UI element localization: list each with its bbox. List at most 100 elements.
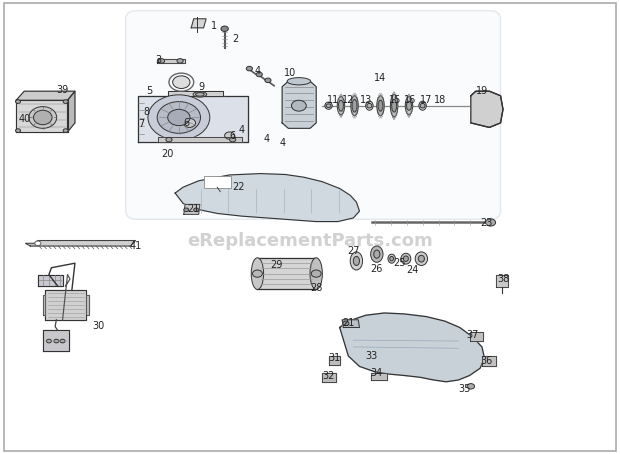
Polygon shape: [86, 295, 89, 315]
Ellipse shape: [374, 250, 380, 258]
Ellipse shape: [390, 257, 394, 261]
Text: 29: 29: [270, 261, 282, 271]
Ellipse shape: [287, 78, 311, 85]
Circle shape: [159, 59, 165, 63]
Ellipse shape: [351, 96, 358, 116]
Text: 39: 39: [56, 85, 69, 95]
Polygon shape: [45, 291, 86, 320]
Ellipse shape: [392, 99, 397, 112]
Polygon shape: [495, 275, 508, 287]
Circle shape: [63, 129, 68, 133]
Text: 40: 40: [18, 114, 30, 124]
Circle shape: [168, 109, 190, 126]
Text: eReplacementParts.com: eReplacementParts.com: [187, 232, 433, 250]
Circle shape: [184, 208, 188, 212]
Circle shape: [221, 26, 228, 31]
Text: 35: 35: [458, 384, 471, 394]
Ellipse shape: [415, 252, 428, 266]
Ellipse shape: [352, 99, 357, 112]
Text: 3: 3: [156, 55, 161, 65]
Polygon shape: [168, 91, 223, 96]
Text: 17: 17: [420, 95, 433, 105]
Text: 4: 4: [254, 66, 260, 76]
Polygon shape: [68, 91, 75, 132]
Ellipse shape: [404, 256, 409, 262]
Polygon shape: [43, 295, 45, 315]
Polygon shape: [25, 243, 38, 246]
Polygon shape: [340, 313, 484, 382]
Polygon shape: [342, 320, 360, 327]
Polygon shape: [16, 91, 75, 100]
Text: 4: 4: [239, 125, 245, 135]
Polygon shape: [329, 356, 340, 365]
Ellipse shape: [367, 104, 372, 108]
Polygon shape: [184, 204, 200, 214]
Circle shape: [311, 270, 321, 277]
Polygon shape: [282, 81, 316, 128]
Text: 2: 2: [232, 34, 239, 44]
Text: 37: 37: [466, 330, 478, 340]
Circle shape: [229, 138, 236, 142]
Circle shape: [291, 100, 306, 111]
Text: 4: 4: [264, 134, 270, 144]
Circle shape: [265, 78, 271, 83]
Text: 6: 6: [229, 132, 236, 142]
Text: 25: 25: [394, 258, 406, 268]
Polygon shape: [471, 91, 503, 128]
Ellipse shape: [378, 100, 383, 111]
Text: 12: 12: [342, 95, 355, 105]
Circle shape: [172, 76, 190, 89]
Text: 15: 15: [389, 95, 402, 105]
Ellipse shape: [325, 102, 332, 109]
Ellipse shape: [326, 104, 331, 108]
Ellipse shape: [195, 93, 204, 96]
Text: 14: 14: [374, 73, 387, 83]
Ellipse shape: [377, 96, 384, 116]
Text: 31: 31: [329, 353, 341, 363]
Text: 30: 30: [92, 321, 105, 331]
Polygon shape: [469, 332, 483, 341]
Ellipse shape: [420, 104, 425, 108]
Circle shape: [148, 95, 210, 140]
Polygon shape: [371, 373, 388, 380]
Text: 16: 16: [404, 95, 417, 105]
Text: 10: 10: [284, 68, 296, 78]
Text: 24: 24: [406, 265, 419, 275]
Polygon shape: [257, 258, 316, 290]
Text: 1: 1: [211, 20, 217, 30]
Text: 11: 11: [327, 95, 340, 105]
Ellipse shape: [407, 101, 412, 110]
Circle shape: [46, 339, 51, 343]
Circle shape: [485, 219, 495, 226]
Text: 33: 33: [366, 351, 378, 361]
Polygon shape: [30, 241, 136, 246]
Text: 19: 19: [476, 86, 488, 96]
Ellipse shape: [33, 110, 52, 125]
Circle shape: [193, 208, 198, 212]
Circle shape: [246, 66, 252, 71]
FancyBboxPatch shape: [126, 10, 500, 219]
Ellipse shape: [193, 92, 206, 97]
Circle shape: [343, 321, 349, 326]
Text: 23: 23: [480, 218, 493, 228]
Circle shape: [177, 59, 183, 63]
Ellipse shape: [371, 246, 383, 262]
Circle shape: [224, 132, 234, 139]
Ellipse shape: [251, 258, 264, 290]
Text: 41: 41: [130, 241, 142, 251]
Text: 36: 36: [480, 355, 492, 365]
Polygon shape: [322, 373, 336, 382]
Text: 28: 28: [310, 283, 322, 293]
Text: 6: 6: [184, 118, 189, 128]
Ellipse shape: [353, 257, 360, 266]
Text: 9: 9: [198, 82, 205, 92]
Circle shape: [54, 339, 59, 343]
Polygon shape: [482, 356, 495, 366]
Polygon shape: [159, 138, 242, 142]
Polygon shape: [138, 96, 248, 142]
Circle shape: [157, 102, 200, 133]
Ellipse shape: [391, 94, 398, 117]
Circle shape: [16, 129, 20, 133]
Ellipse shape: [339, 100, 343, 111]
Text: 18: 18: [434, 95, 446, 105]
